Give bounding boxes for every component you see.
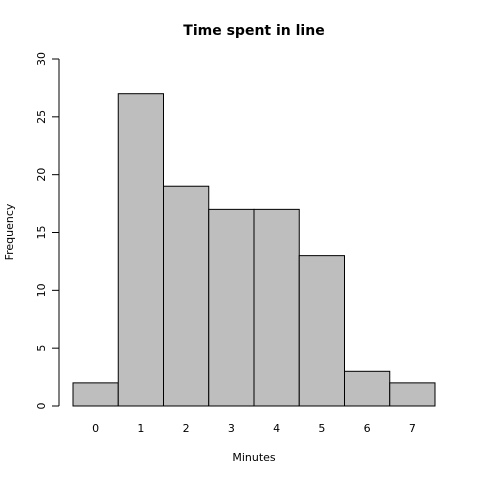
bar [389, 382, 436, 407]
bar [208, 208, 255, 407]
y-tick-label: 15 [35, 226, 48, 240]
x-tick-label: 4 [273, 422, 280, 435]
y-tick-label: 10 [35, 283, 48, 297]
bar [117, 93, 164, 407]
bar [298, 255, 345, 407]
x-tick-label: 1 [137, 422, 144, 435]
bar [163, 185, 210, 407]
y-tick-label: 20 [35, 168, 48, 182]
y-tick-label: 5 [35, 345, 48, 352]
x-tick-label: 3 [228, 422, 235, 435]
chart-title: Time spent in line [183, 23, 324, 39]
x-tick-label: 6 [364, 422, 371, 435]
bar [253, 208, 300, 407]
x-tick-label: 7 [409, 422, 416, 435]
y-tick-label: 0 [35, 403, 48, 410]
y-tick-label: 25 [35, 110, 48, 124]
x-tick-label: 5 [318, 422, 325, 435]
y-tick-label: 30 [35, 52, 48, 66]
bar [344, 370, 391, 407]
x-tick-label: 0 [92, 422, 99, 435]
bar [72, 382, 119, 407]
x-axis-label: Minutes [232, 451, 276, 464]
y-axis-label: Frequency [3, 203, 16, 260]
x-tick-label: 2 [183, 422, 190, 435]
